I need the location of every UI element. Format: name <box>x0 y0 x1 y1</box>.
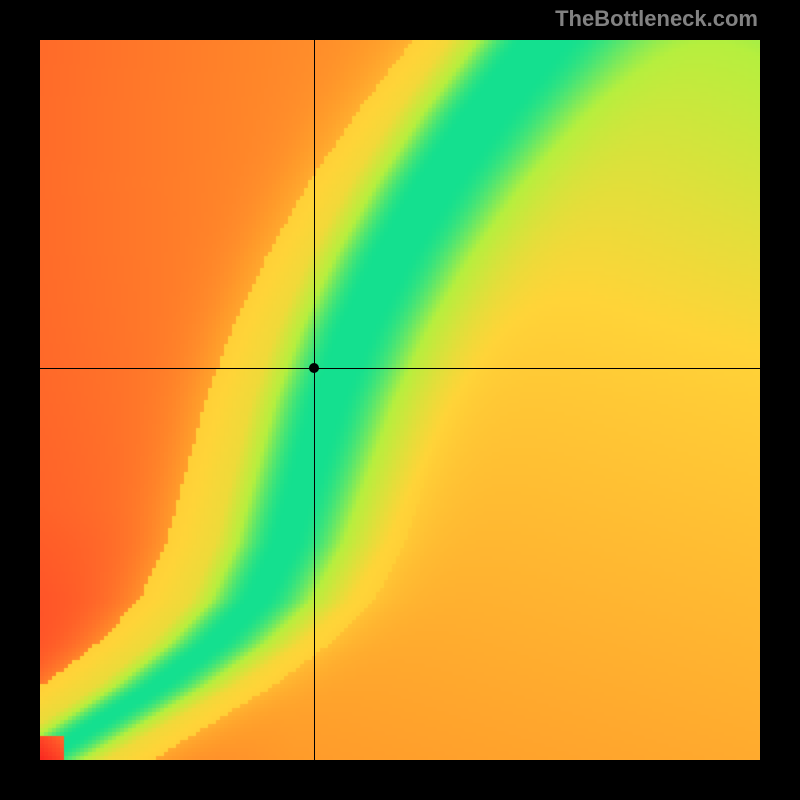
heatmap-plot <box>40 40 760 760</box>
chart-outer: TheBottleneck.com <box>0 0 800 800</box>
selection-marker[interactable] <box>309 363 319 373</box>
heatmap-canvas <box>40 40 760 760</box>
crosshair-vertical <box>314 40 315 760</box>
watermark-text: TheBottleneck.com <box>555 6 758 32</box>
crosshair-horizontal <box>40 368 760 369</box>
